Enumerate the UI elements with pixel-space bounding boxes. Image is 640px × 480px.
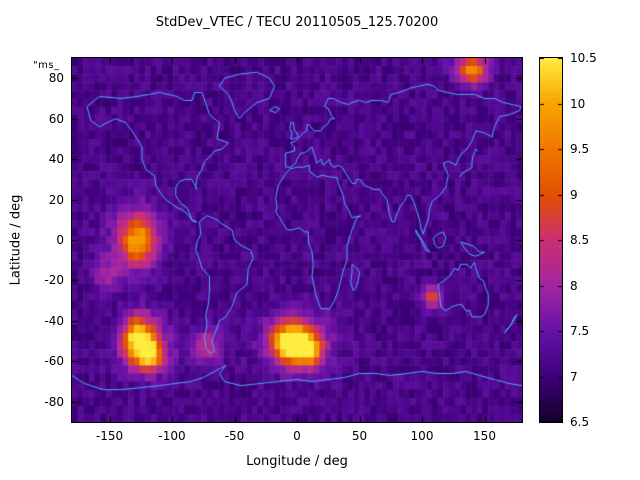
x-tick-label: -150 [95, 429, 124, 443]
y-tick-label: 60 [48, 111, 64, 126]
colorbar-tick-label: 9.5 [570, 142, 590, 156]
y-tick-label: -20 [44, 273, 64, 288]
colorbar-tick-label: 7 [570, 369, 578, 384]
y-tick-label: 20 [48, 192, 64, 207]
x-tick-label: 150 [473, 429, 496, 443]
colorbar-tick-label: 8.5 [570, 233, 590, 247]
chart-title: StdDev_VTEC / TECU 20110505_125.70200 [155, 15, 439, 30]
colorbar-tick-label: 10 [570, 96, 586, 111]
y-tick-label: 80 [48, 71, 64, 86]
y-tick-label: -40 [44, 313, 64, 328]
colorbar-tick-label: 6.5 [570, 415, 590, 429]
y-tick-label: -80 [44, 394, 64, 409]
colorbar-tick-label: 9 [570, 187, 578, 202]
heatmap-canvas [72, 58, 522, 422]
colorbar-tick-label: 7.5 [570, 324, 590, 338]
x-tick-label: 0 [293, 429, 301, 443]
x-tick-label: 50 [351, 429, 368, 443]
x-tick-label: -50 [224, 429, 245, 443]
colorbar-tick-label: 8 [570, 278, 578, 293]
x-tick-label: -100 [158, 429, 186, 443]
map-plot-area [71, 57, 523, 423]
y-tick-label: 0 [56, 233, 64, 247]
x-axis-label: Longitude / deg [246, 454, 348, 469]
y-tick-label: 40 [48, 152, 64, 167]
stray-annotation: "ms_ [33, 60, 60, 71]
colorbar [539, 57, 563, 423]
colorbar-gradient [540, 58, 562, 422]
y-tick-label: -60 [44, 354, 64, 369]
colorbar-tick-label: 10.5 [570, 51, 597, 65]
x-tick-label: 100 [410, 429, 434, 443]
